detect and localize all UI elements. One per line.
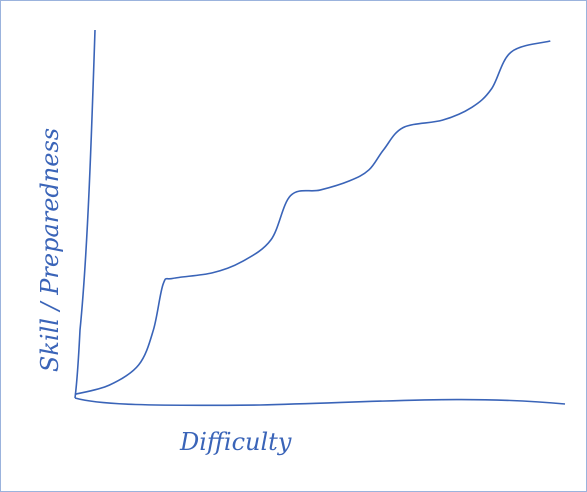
- x-axis: [75, 398, 565, 405]
- data-line: [75, 41, 550, 394]
- page: {"chart_data": {"type": "line", "x_label…: [0, 0, 587, 492]
- chart: Difficulty Skill / Preparedness: [0, 0, 587, 492]
- y-axis-label: Skill / Preparedness: [36, 128, 64, 372]
- y-axis: [75, 30, 95, 398]
- x-axis-label: Difficulty: [179, 428, 292, 456]
